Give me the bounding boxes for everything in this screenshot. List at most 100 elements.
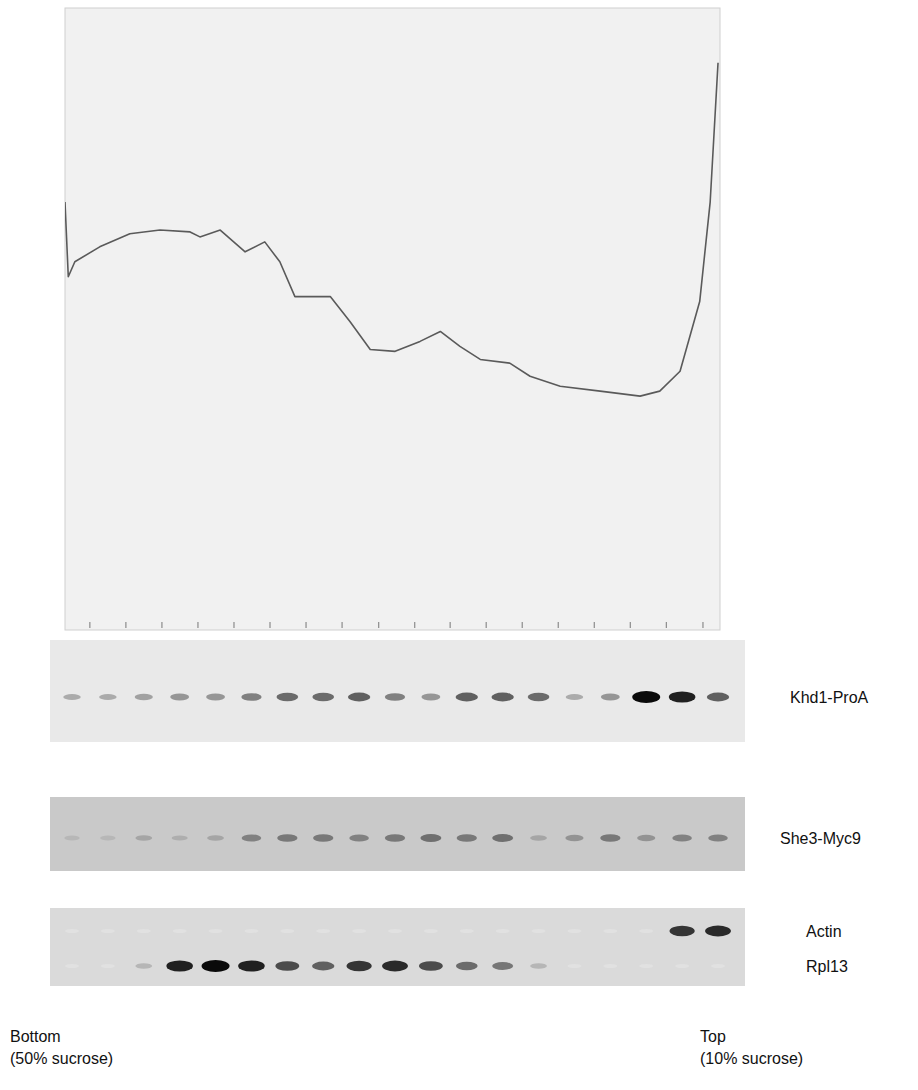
fraction-tick (486, 622, 487, 628)
band (530, 835, 547, 841)
band (672, 834, 692, 841)
band (135, 835, 152, 841)
fraction-tick (197, 622, 198, 628)
band (135, 694, 153, 700)
fraction-tick (378, 622, 379, 628)
band (456, 693, 478, 702)
band (491, 693, 513, 702)
band (242, 834, 262, 841)
band (241, 693, 261, 701)
blot-label: Khd1-ProA (790, 689, 869, 706)
band (349, 834, 369, 841)
band (385, 834, 405, 842)
band (532, 929, 546, 933)
blot-label: Actin (806, 923, 842, 940)
band (424, 929, 438, 933)
band (244, 929, 258, 933)
fraction-tick (270, 622, 271, 628)
band (206, 694, 225, 701)
band (492, 834, 513, 842)
band (565, 835, 583, 841)
fraction-tick (414, 622, 415, 628)
fraction-tick (125, 622, 126, 628)
absorbance-trace (65, 63, 718, 396)
band (65, 964, 79, 968)
band (135, 963, 152, 969)
band (347, 961, 372, 971)
band (388, 929, 402, 933)
fraction-tick (306, 622, 307, 628)
blot-label: Rpl13 (806, 958, 848, 975)
band (101, 929, 115, 933)
gradient-label: Bottom (10, 1028, 61, 1045)
band (528, 693, 550, 701)
blot-panel (50, 640, 745, 742)
band (603, 964, 617, 968)
band (275, 961, 299, 971)
plot-frame (65, 8, 720, 630)
band (202, 960, 230, 972)
band (312, 962, 334, 971)
fraction-tick (450, 622, 451, 628)
band (238, 960, 265, 971)
gradient-label: (10% sucrose) (700, 1050, 803, 1067)
blot-label: She3-Myc9 (780, 830, 861, 847)
band (530, 963, 547, 969)
band (492, 962, 513, 970)
band (460, 929, 474, 933)
band (711, 964, 725, 968)
band (276, 693, 298, 701)
blot-panel (50, 908, 745, 986)
fraction-tick (522, 622, 523, 628)
band (419, 961, 443, 971)
band (632, 691, 660, 703)
band (277, 834, 297, 842)
band (639, 964, 653, 968)
band (567, 964, 581, 968)
trace-background (65, 8, 720, 630)
band (137, 929, 151, 933)
band (567, 929, 581, 933)
fraction-tick (233, 622, 234, 628)
band (280, 929, 294, 933)
band (675, 964, 689, 968)
blot-panel (50, 797, 745, 871)
band (566, 694, 584, 700)
band (600, 834, 620, 842)
band (352, 929, 366, 933)
band (207, 835, 224, 841)
fraction-tick (89, 622, 90, 628)
gradient-label: (50% sucrose) (10, 1050, 113, 1067)
fraction-tick (342, 622, 343, 628)
gradient-label: Top (700, 1028, 726, 1045)
band (312, 693, 334, 701)
fraction-tick (161, 622, 162, 628)
fraction-tick (666, 622, 667, 628)
band (170, 694, 189, 701)
band (603, 929, 617, 933)
band (166, 960, 193, 971)
band (385, 693, 405, 701)
band (496, 929, 510, 933)
fraction-tick (558, 622, 559, 628)
band (99, 694, 117, 700)
band (65, 929, 79, 933)
band (456, 962, 478, 970)
fraction-tick (594, 622, 595, 628)
band (348, 693, 370, 702)
band (670, 926, 695, 936)
band (101, 964, 115, 968)
figure: Khd1-ProA She3-Myc9 Actin Rpl13 Bottom (50% s… (0, 0, 918, 1090)
band (382, 961, 408, 972)
band (172, 835, 188, 840)
band (100, 836, 115, 841)
band (209, 929, 223, 933)
band (316, 929, 330, 933)
band (639, 929, 653, 933)
band (64, 836, 79, 841)
band (637, 835, 655, 841)
band (708, 834, 728, 841)
fraction-tick (630, 622, 631, 628)
band (707, 693, 729, 702)
trace-group (65, 63, 718, 396)
